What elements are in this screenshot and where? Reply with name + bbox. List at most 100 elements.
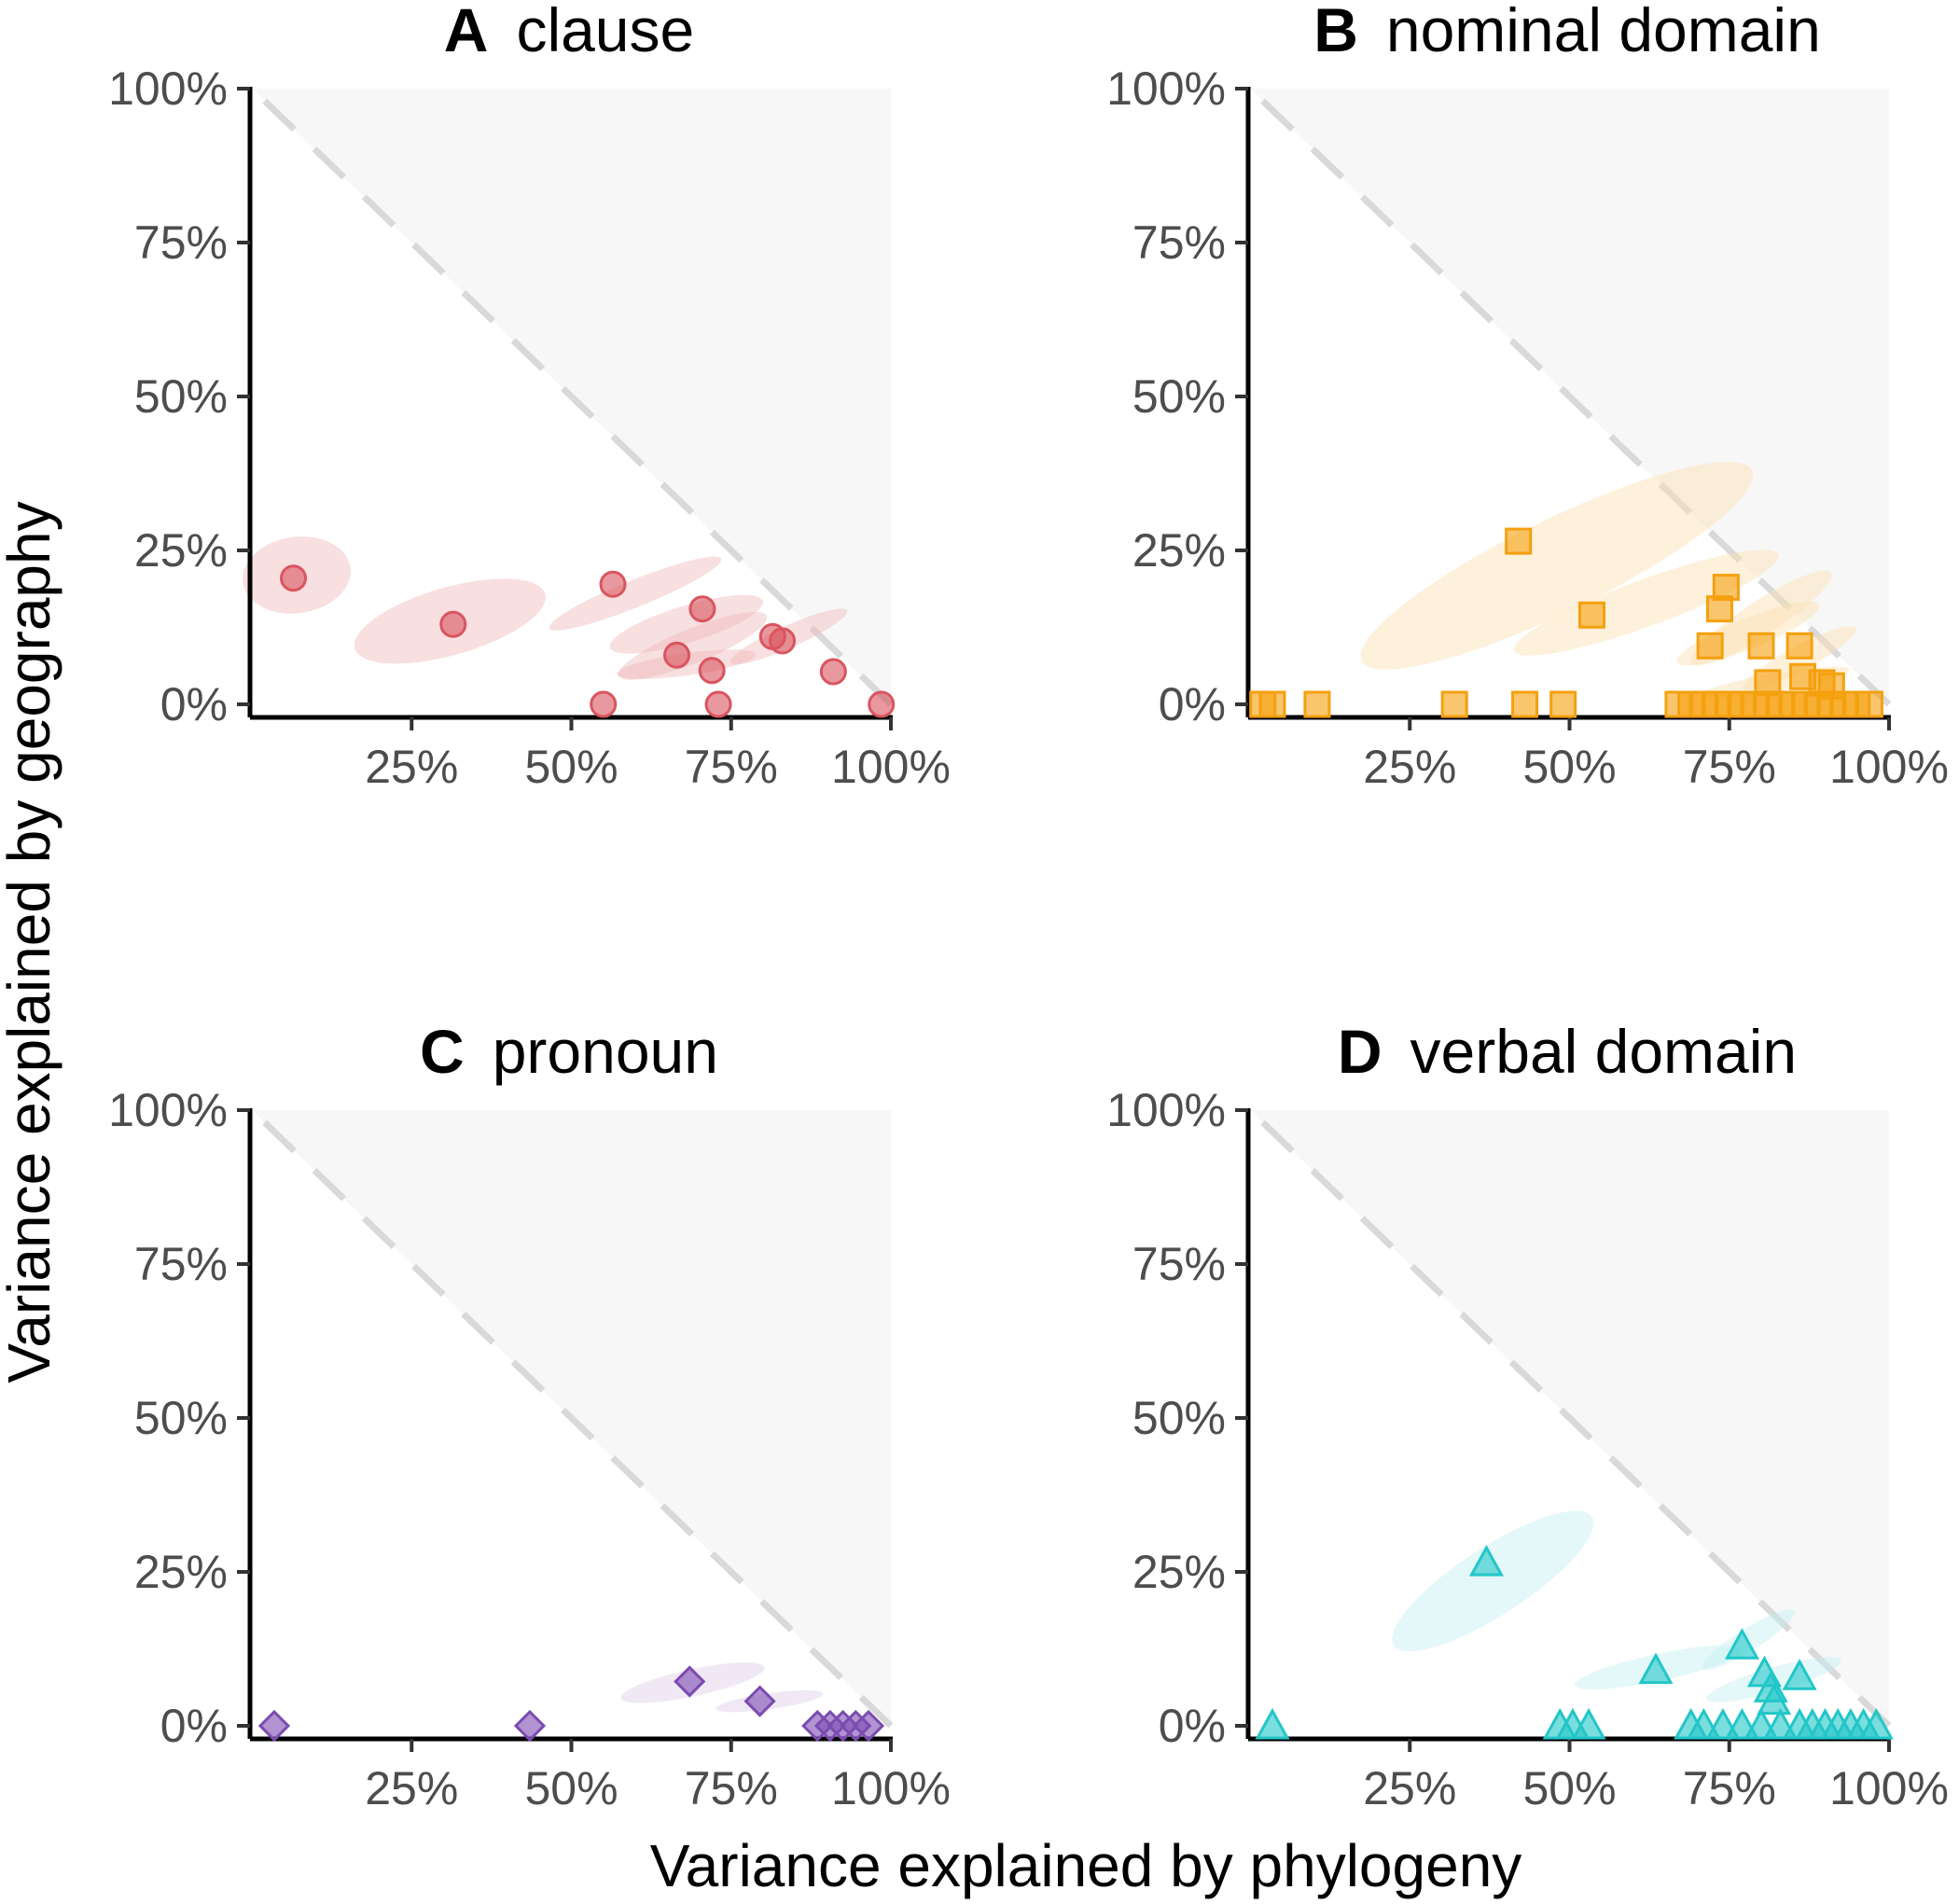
panel-b: 0% 25% 50% 75% 100% 25% 50% 75% 100% B nominal dom… <box>1106 0 1949 793</box>
panel-c: 0% 25% 50% 75% 100% 25% 50% 75% 100% C pronoun <box>108 1017 951 1814</box>
confidence-ellipse <box>1513 549 1779 656</box>
confidence-ellipse <box>1392 1510 1594 1652</box>
x-tick-label: 75% <box>1683 741 1776 793</box>
data-point <box>704 690 732 718</box>
data-point <box>852 1709 885 1743</box>
data-point <box>257 1709 291 1743</box>
panel-name: verbal domain <box>1410 1017 1798 1086</box>
data-point <box>1855 690 1883 718</box>
x-tick-label: 100% <box>831 741 951 793</box>
y-tick-label: 0% <box>1159 1700 1226 1752</box>
data-point <box>1747 632 1775 660</box>
data-point <box>1858 1707 1894 1740</box>
panel-letter: A <box>444 0 489 64</box>
data-point <box>590 690 618 718</box>
x-tick-label: 100% <box>1829 1762 1949 1814</box>
panel-name: nominal domain <box>1386 0 1821 64</box>
data-point <box>769 627 797 655</box>
data-point <box>1468 1544 1504 1577</box>
diagonal-reference-line <box>262 98 894 707</box>
confidence-ellipse <box>1360 462 1754 670</box>
x-axis-title: Variance explained by phylogeny <box>650 1832 1522 1899</box>
data-point <box>1440 690 1468 718</box>
y-tick-label: 100% <box>108 1084 228 1136</box>
confidence-ellipse <box>618 611 768 680</box>
data-point <box>674 1665 706 1698</box>
x-tick-label: 50% <box>1522 741 1616 793</box>
y-tick-label: 0% <box>160 678 228 730</box>
confidence-ellipse <box>1690 570 1832 666</box>
data-point <box>1705 595 1733 623</box>
x-tick-label: 25% <box>1363 741 1456 793</box>
x-tick-label: 75% <box>1683 1762 1776 1814</box>
y-tick-label: 50% <box>134 370 228 423</box>
x-tick-label: 75% <box>685 1762 778 1814</box>
data-point <box>1785 632 1813 660</box>
y-tick-label: 100% <box>1106 63 1226 115</box>
data-point <box>1724 1628 1759 1660</box>
data-point <box>1757 1683 1792 1716</box>
y-tick-label: 50% <box>1132 370 1226 423</box>
data-point <box>868 690 896 718</box>
data-point <box>1505 527 1533 555</box>
data-point <box>1696 632 1724 660</box>
y-tick-label: 50% <box>1132 1392 1226 1444</box>
x-tick-label: 25% <box>365 741 458 793</box>
confidence-ellipse <box>609 594 763 654</box>
y-tick-label: 25% <box>1132 1546 1226 1598</box>
panel-name: pronoun <box>493 1017 718 1086</box>
data-point <box>1303 690 1331 718</box>
data-point <box>1258 690 1286 718</box>
panel-d: 0% 25% 50% 75% 100% 25% 50% 75% 100% D verbal doma… <box>1106 1017 1949 1814</box>
diagonal-reference-line <box>262 1119 894 1729</box>
data-point <box>688 595 716 623</box>
y-tick-label: 75% <box>134 216 228 269</box>
y-axis-title: Variance explained by geography <box>0 501 63 1383</box>
data-point <box>1782 1659 1817 1690</box>
data-point <box>1549 690 1577 718</box>
y-tick-label: 25% <box>134 1546 228 1598</box>
y-tick-label: 75% <box>1132 216 1226 269</box>
data-point <box>1511 690 1539 718</box>
diagonal-reference-line <box>1260 98 1892 707</box>
data-point <box>1638 1652 1674 1685</box>
x-tick-label: 50% <box>524 741 618 793</box>
data-point <box>698 657 726 685</box>
data-point <box>1255 1707 1290 1740</box>
panel-a: 0% 25% 50% 75% 100% 25% 50% 75% 100% A clause <box>108 0 951 793</box>
data-point <box>1571 1707 1606 1740</box>
data-point <box>513 1709 547 1743</box>
diagonal-reference-line <box>1260 1119 1892 1729</box>
y-tick-label: 100% <box>108 63 228 115</box>
x-tick-label: 25% <box>365 1762 458 1814</box>
data-point <box>663 641 691 669</box>
panel-name: clause <box>516 0 694 64</box>
y-tick-label: 75% <box>134 1238 228 1290</box>
x-tick-label: 100% <box>831 1762 951 1814</box>
y-tick-label: 75% <box>1132 1238 1226 1290</box>
data-point <box>439 610 467 638</box>
panels: 0% 25% 50% 75% 100% 25% 50% 75% 100% A clause 0% 25%… <box>108 0 1949 1814</box>
data-point <box>280 564 308 592</box>
y-tick-label: 0% <box>160 1700 228 1752</box>
x-tick-label: 75% <box>685 741 778 793</box>
x-tick-label: 50% <box>524 1762 618 1814</box>
panel-letter: D <box>1338 1017 1382 1086</box>
x-tick-label: 25% <box>1363 1762 1456 1814</box>
data-point <box>819 658 847 686</box>
panel-letter: B <box>1313 0 1358 64</box>
data-point <box>599 570 627 598</box>
confidence-ellipse <box>549 556 722 631</box>
y-tick-label: 50% <box>134 1392 228 1444</box>
panel-letter: C <box>420 1017 465 1086</box>
data-point <box>1577 601 1605 629</box>
data-point <box>743 1685 776 1717</box>
x-tick-label: 50% <box>1522 1762 1616 1814</box>
y-tick-label: 25% <box>1132 524 1226 577</box>
x-tick-label: 100% <box>1829 741 1949 793</box>
